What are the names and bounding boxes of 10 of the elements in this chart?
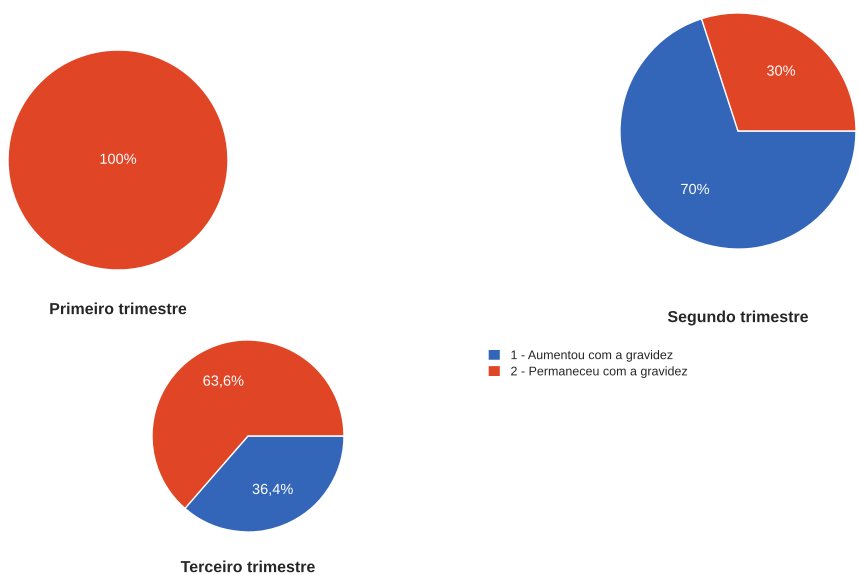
legend-label: 2 - Permaneceu com a gravidez (511, 366, 688, 378)
data-label: 100% (100, 154, 136, 164)
text: Segundo trimestre (668, 310, 808, 326)
data-label: 63,6% (203, 375, 244, 388)
data-label: 70% (681, 184, 710, 194)
legend-label: 1 - Aumentou com a gravidez (511, 350, 672, 362)
text: Terceiro trimestre (180, 560, 315, 572)
data-label: 30% (766, 65, 796, 76)
text: Primeiro trimestre (50, 302, 186, 314)
data-label: 36,4% (252, 484, 293, 496)
